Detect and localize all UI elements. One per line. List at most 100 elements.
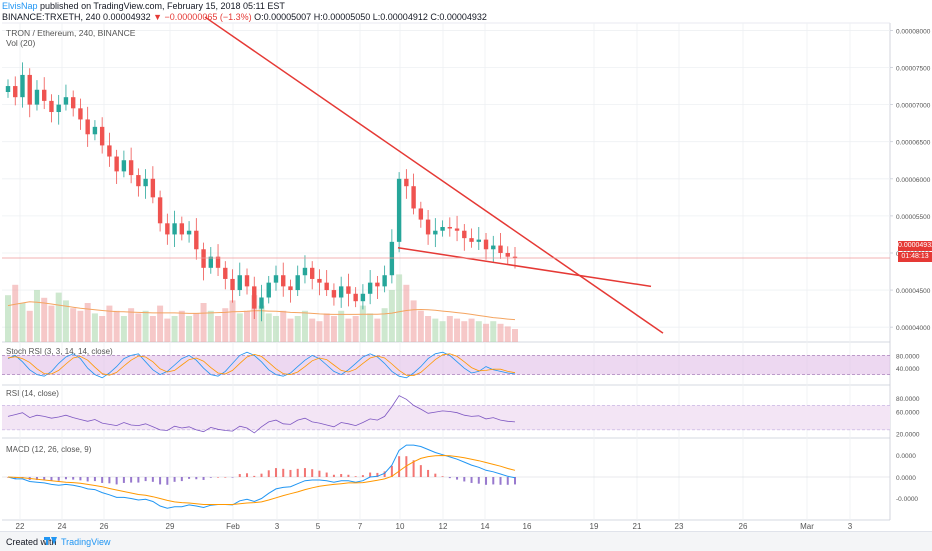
main-pane-title: TRON / Ethereum, 240, BINANCE: [6, 28, 136, 38]
macd-histogram-bar: [137, 477, 140, 483]
macd-histogram-bar: [282, 468, 285, 477]
candle: [165, 223, 170, 235]
volume-bar: [475, 321, 482, 342]
volume-bar: [439, 321, 446, 342]
volume-bar: [113, 310, 120, 342]
stoch-rsi-pane: [2, 351, 890, 379]
stoch-pane-title: Stoch RSI (3, 3, 14, 14, close): [6, 347, 113, 356]
macd-y-label: 0.0000: [896, 475, 916, 482]
candle: [13, 86, 18, 98]
volume-bar: [287, 318, 294, 342]
x-tick-label: 14: [481, 522, 490, 531]
candle: [491, 245, 496, 250]
volume-bar: [77, 310, 84, 342]
candle: [433, 230, 438, 235]
last-price: 0.00004932: [103, 12, 151, 22]
macd-histogram-bar: [412, 460, 415, 477]
candle: [353, 293, 358, 302]
candles: [5, 62, 518, 322]
macd-histogram-bar: [253, 475, 256, 477]
macd-histogram-bar: [296, 468, 299, 477]
macd-histogram-bar: [434, 473, 437, 477]
candle: [317, 278, 322, 283]
macd-histogram-bar: [340, 474, 343, 477]
volume-bar: [62, 300, 69, 342]
macd-histogram-bar: [441, 476, 444, 477]
volume-bar: [186, 316, 193, 342]
volume-bar: [171, 316, 178, 342]
macd-histogram-bar: [419, 465, 422, 477]
volume-bar: [504, 326, 511, 342]
candle: [128, 160, 134, 176]
high-value: H:0.00005050: [313, 12, 371, 22]
volume-bar: [215, 316, 222, 342]
volume-bar: [410, 300, 417, 342]
rsi-y-label: 20.0000: [896, 432, 920, 439]
macd-histogram-bar: [238, 474, 241, 477]
macd-histogram-bar: [470, 477, 473, 483]
x-tick-label: 29: [166, 522, 175, 531]
candle: [63, 97, 69, 105]
macd-histogram-bar: [231, 477, 234, 478]
candle: [99, 126, 105, 146]
candle: [266, 282, 271, 298]
signal-line: [7, 454, 516, 505]
x-tick-label: 21: [633, 522, 642, 531]
candle: [252, 286, 257, 309]
macd-histogram-bar: [108, 477, 111, 484]
tradingview-brand-link[interactable]: TradingView: [61, 537, 111, 547]
volume-bar: [99, 316, 106, 342]
macd-histogram-bar: [390, 465, 393, 477]
volume-bars: [5, 274, 518, 342]
symbol-info: BINANCE:TRXETH, 240 0.00004932 ▼ −0.0000…: [2, 12, 487, 22]
macd-histogram-bar: [427, 469, 430, 477]
volume-bar: [222, 308, 229, 342]
macd-histogram-bar: [72, 477, 75, 480]
macd-histogram-bar: [376, 472, 379, 477]
rsi-pane-title: RSI (14, close): [6, 389, 59, 398]
volume-bar: [294, 316, 301, 342]
macd-histogram-bar: [354, 476, 357, 477]
author-link[interactable]: ElvisNap: [2, 1, 38, 11]
volume-bar: [48, 305, 55, 342]
macd-histogram-bar: [101, 477, 104, 483]
y-tick-label: 0.00006000: [896, 177, 931, 184]
volume-bar: [490, 321, 497, 342]
volume-bar: [359, 305, 366, 342]
candle: [389, 241, 395, 276]
stoch-band: [2, 355, 890, 375]
macd-histogram-bar: [93, 477, 96, 482]
macd-histogram-bar: [325, 472, 328, 477]
macd-histogram-bar: [166, 477, 169, 485]
chart-area[interactable]: 22 24 26 29 Feb 3 5 7 10 12 14 19 21 23 26 Mar 3 16 0.0000…: [0, 0, 932, 531]
candle: [447, 227, 453, 229]
candle: [288, 286, 293, 291]
price-change: ▼ −0.00000065 (−1.3%): [153, 12, 252, 22]
volume-bar: [374, 318, 381, 342]
volume-bar: [26, 310, 33, 342]
candle: [324, 282, 329, 291]
volume-bar: [330, 316, 337, 342]
volume-bar: [403, 284, 410, 342]
volume-bar: [200, 303, 207, 342]
candle: [201, 249, 206, 268]
candle: [230, 278, 235, 291]
rsi-band: [2, 405, 890, 430]
x-tick-label: 22: [16, 522, 25, 531]
candle: [259, 297, 264, 309]
stoch-y-label: 40.0000: [896, 366, 920, 373]
volume-bar: [5, 295, 11, 342]
candle: [172, 223, 177, 235]
rsi-line: [7, 395, 516, 434]
grid: [2, 22, 891, 521]
volume-bar: [91, 313, 98, 342]
low-value: L:0.00004912: [372, 12, 428, 22]
candle: [223, 267, 228, 279]
macd-histogram-bar: [514, 477, 516, 485]
candle: [498, 245, 503, 253]
candle: [273, 275, 279, 283]
macd-histogram-bar: [159, 477, 162, 485]
macd-histogram-bar: [195, 477, 198, 480]
rsi-y-label: 60.0000: [896, 410, 920, 417]
volume-bar: [120, 316, 127, 342]
